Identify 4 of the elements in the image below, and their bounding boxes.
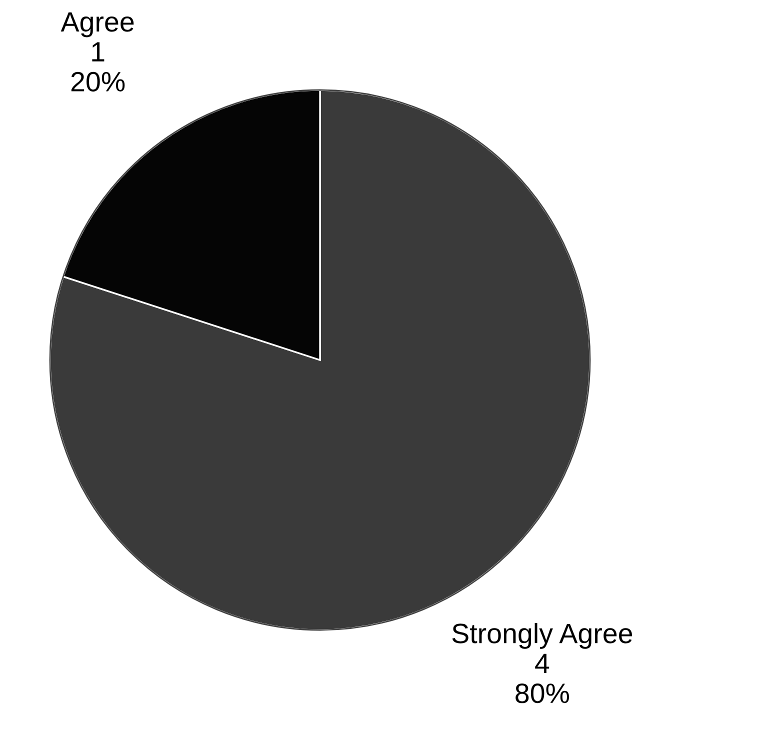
- slice-label: Strongly Agree: [452, 622, 632, 649]
- data-label: 4 80%: [516, 654, 569, 704]
- data-label: 1 20%: [71, 42, 125, 92]
- slice-label: Agree: [60, 12, 134, 38]
